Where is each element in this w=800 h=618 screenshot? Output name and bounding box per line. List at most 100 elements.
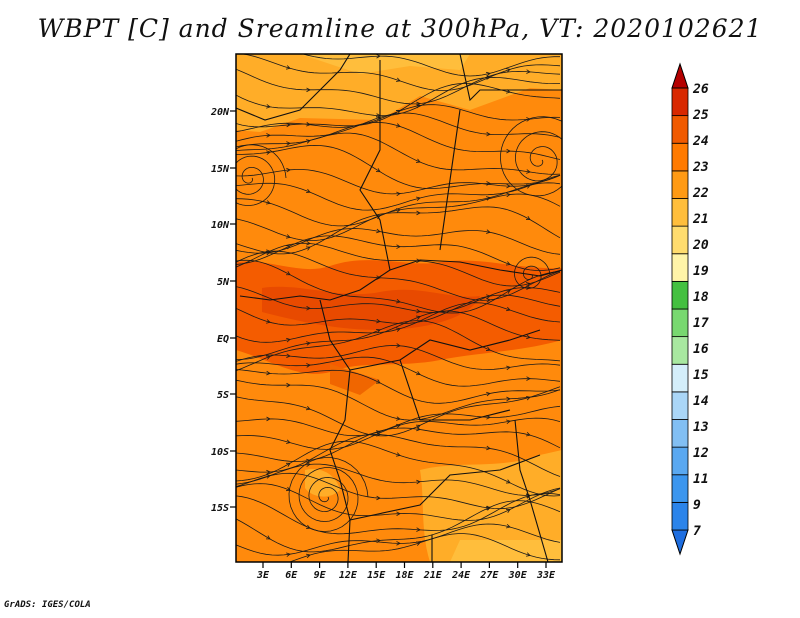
stream-arrow <box>375 379 381 384</box>
chart-title: WBPT [C] and Sreamline at 300hPa, VT: 20… <box>37 14 763 43</box>
stream-arrow <box>305 246 311 251</box>
stream-arrow <box>266 474 271 479</box>
streamline <box>236 427 561 463</box>
stream-arrow <box>266 469 271 475</box>
streamline <box>236 242 561 287</box>
stream-arrow <box>526 117 531 122</box>
stream-arrow <box>526 376 531 381</box>
colorbar-label: 17 <box>693 316 709 331</box>
stream-arrow <box>286 439 291 444</box>
colorbar: 7 9 11 12 13 14 15 16 17 18 19 20 21 22 23 24 25 26 <box>671 62 709 556</box>
lon-tick-label: 24E <box>451 570 471 581</box>
stream-arrow <box>415 158 421 163</box>
colorbar-swatch <box>671 253 689 282</box>
colorbar-swatch <box>671 474 689 503</box>
stream-arrow <box>286 353 291 359</box>
stream-arrow <box>266 416 271 422</box>
stream-arrow <box>486 445 491 451</box>
lon-tick-label: 21E <box>423 570 443 581</box>
stream-arrow <box>285 271 291 276</box>
stream-arrow <box>286 122 291 128</box>
streamlines <box>236 43 562 562</box>
colorbar-label: 7 <box>693 524 701 539</box>
stream-arrow <box>485 506 491 511</box>
stream-arrow <box>285 486 291 492</box>
stream-arrow <box>416 210 421 216</box>
lat-tick-label: EQ <box>217 334 229 345</box>
stream-arrow <box>266 133 271 138</box>
stream-arrow <box>505 508 511 513</box>
stream-arrow <box>396 511 401 516</box>
vortex-spiral <box>288 457 369 532</box>
lat-tick-label: 15N <box>211 164 230 175</box>
stream-arrow <box>506 396 511 402</box>
latitude-axis: 20N 15N 10N 5N EQ 5S 10S 15S <box>210 107 236 514</box>
vortex-spiral <box>236 144 287 206</box>
lat-tick-label: 15S <box>211 503 229 514</box>
streamline <box>236 463 561 496</box>
stream-arrow <box>416 196 421 202</box>
stream-arrow <box>506 365 511 371</box>
stream-arrow <box>396 191 401 197</box>
stream-arrow <box>486 294 491 299</box>
streamline <box>236 132 561 175</box>
stream-arrow <box>526 494 531 499</box>
streamline <box>236 386 561 437</box>
streamline <box>236 104 561 133</box>
stream-arrow <box>396 299 401 304</box>
stream-arrow <box>376 432 381 437</box>
colorbar-high-arrow <box>671 62 689 89</box>
stream-arrow <box>265 535 271 540</box>
colorbar-label: 25 <box>692 108 709 123</box>
stream-arrow <box>416 258 421 263</box>
stream-arrow <box>306 240 311 246</box>
streamline <box>236 500 561 553</box>
lon-tick-label: 12E <box>339 570 358 581</box>
stream-arrow <box>486 75 491 80</box>
colorbar-swatch <box>671 87 689 117</box>
colorbar-swatch <box>671 501 689 531</box>
lat-tick-label: 20N <box>210 107 230 118</box>
stream-arrow <box>376 495 381 501</box>
colorbar-label: 24 <box>692 134 709 149</box>
lon-tick-label: 30E <box>508 570 528 581</box>
stream-arrow <box>306 87 311 93</box>
colorbar-label: 22 <box>692 186 709 201</box>
lon-tick-label: 18E <box>395 570 414 581</box>
stream-arrow <box>506 419 511 425</box>
stream-arrow <box>396 244 401 249</box>
stream-arrow <box>486 297 491 303</box>
lon-tick-label: 6E <box>285 570 298 581</box>
stream-arrow <box>416 527 421 532</box>
stream-arrow <box>416 479 421 485</box>
colorbar-swatch <box>671 280 689 310</box>
stream-arrow <box>266 104 271 109</box>
stream-arrow <box>416 308 421 314</box>
stream-arrow <box>525 216 531 221</box>
stream-arrow <box>395 123 401 128</box>
vortex-spiral <box>499 116 562 197</box>
stream-arrow <box>396 541 401 546</box>
stream-arrow <box>526 282 531 287</box>
stream-arrow <box>266 43 270 47</box>
stream-arrow <box>306 341 311 346</box>
streamline <box>236 76 560 116</box>
lat-tick-label: 5N <box>217 277 230 288</box>
stream-arrow <box>396 416 401 421</box>
stream-arrow <box>415 371 421 376</box>
lat-tick-label: 10N <box>211 220 230 231</box>
streamline <box>236 68 561 105</box>
lat-tick-label: 5S <box>217 390 229 401</box>
colorbar-swatch <box>671 115 689 144</box>
colorbar-swatch <box>671 446 689 476</box>
colorbar-label: 18 <box>693 290 709 305</box>
colorbar-label: 9 <box>693 498 701 513</box>
streamline <box>236 356 561 387</box>
stream-arrow <box>285 245 291 250</box>
colorbar-label: 12 <box>693 446 709 461</box>
stream-arrow <box>486 131 491 137</box>
stream-arrow <box>486 391 491 397</box>
stream-arrow <box>526 285 531 290</box>
stream-arrow <box>396 343 401 348</box>
